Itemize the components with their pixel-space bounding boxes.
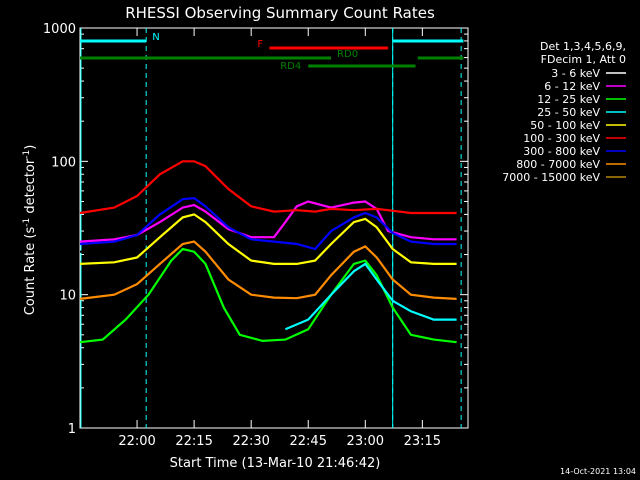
y-axis-label: Count Rate (s-1 detector-1) [22, 145, 38, 316]
chart-title: RHESSI Observing Summary Count Rates [125, 4, 435, 22]
y-label-sup: -1 [22, 218, 32, 227]
x-tick-label-4: 23:00 [347, 434, 384, 449]
legend-label-8: 7000 - 15000 keV [502, 171, 600, 184]
x-axis-label: Start Time (13-Mar-10 21:46:42) [170, 456, 381, 471]
series-line-7 [79, 240, 457, 300]
y-label-part1: Count Rate (s [23, 227, 38, 316]
series-line-5 [79, 160, 457, 215]
y-tick-label-2: 100 [51, 155, 76, 170]
series-line-6 [79, 196, 457, 251]
legend-label-5: 100 - 300 keV [523, 132, 600, 145]
y-tick-label-1: 10 [59, 289, 76, 304]
legend-label-1: 6 - 12 keV [544, 80, 600, 93]
plot-frame [79, 27, 469, 429]
axis-ticks: 22:00 22:15 22:30 22:45 23:00 23:15 1 10 100 1000 [43, 22, 468, 449]
y-label-close: ) [23, 145, 38, 150]
series-line-2 [79, 247, 457, 344]
plot-area [79, 27, 469, 429]
legend-header-1: Det 1,3,4,5,6,9, [540, 40, 626, 53]
flag-label-F: F [257, 39, 263, 50]
x-tick-label-1: 22:15 [175, 434, 212, 449]
series-line-4 [79, 213, 457, 265]
x-tick-label-0: 22:00 [118, 434, 155, 449]
x-tick-label-2: 22:30 [232, 434, 269, 449]
flag-label-RD0: RD0 [337, 49, 358, 60]
legend-header-2: FDecim 1, Att 0 [541, 53, 626, 66]
y-tick-label-3: 1000 [43, 22, 76, 37]
flag-label-N: N [152, 32, 159, 43]
series-line-3 [284, 262, 457, 331]
legend-label-7: 800 - 7000 keV [516, 158, 600, 171]
vertical-markers [80, 28, 462, 428]
status-flags: N F RD0 RD4 [80, 32, 464, 72]
legend-label-6: 300 - 800 keV [523, 145, 600, 158]
x-tick-label-5: 23:15 [404, 434, 441, 449]
footer-date: 14-Oct-2021 13:04 [560, 467, 636, 476]
x-tick-label-3: 22:45 [290, 434, 327, 449]
y-tick-label-0: 1 [68, 422, 76, 437]
flag-label-RD4: RD4 [280, 61, 301, 72]
y-label-sup2: -1 [22, 150, 32, 159]
legend-label-4: 50 - 100 keV [530, 119, 600, 132]
legend-label-3: 25 - 50 keV [537, 106, 600, 119]
series-lines [79, 160, 457, 344]
legend: Det 1,3,4,5,6,9, FDecim 1, Att 0 3 - 6 k… [502, 40, 626, 184]
y-label-part2: detector [23, 158, 38, 218]
legend-label-0: 3 - 6 keV [551, 67, 600, 80]
legend-label-2: 12 - 25 keV [537, 93, 600, 106]
